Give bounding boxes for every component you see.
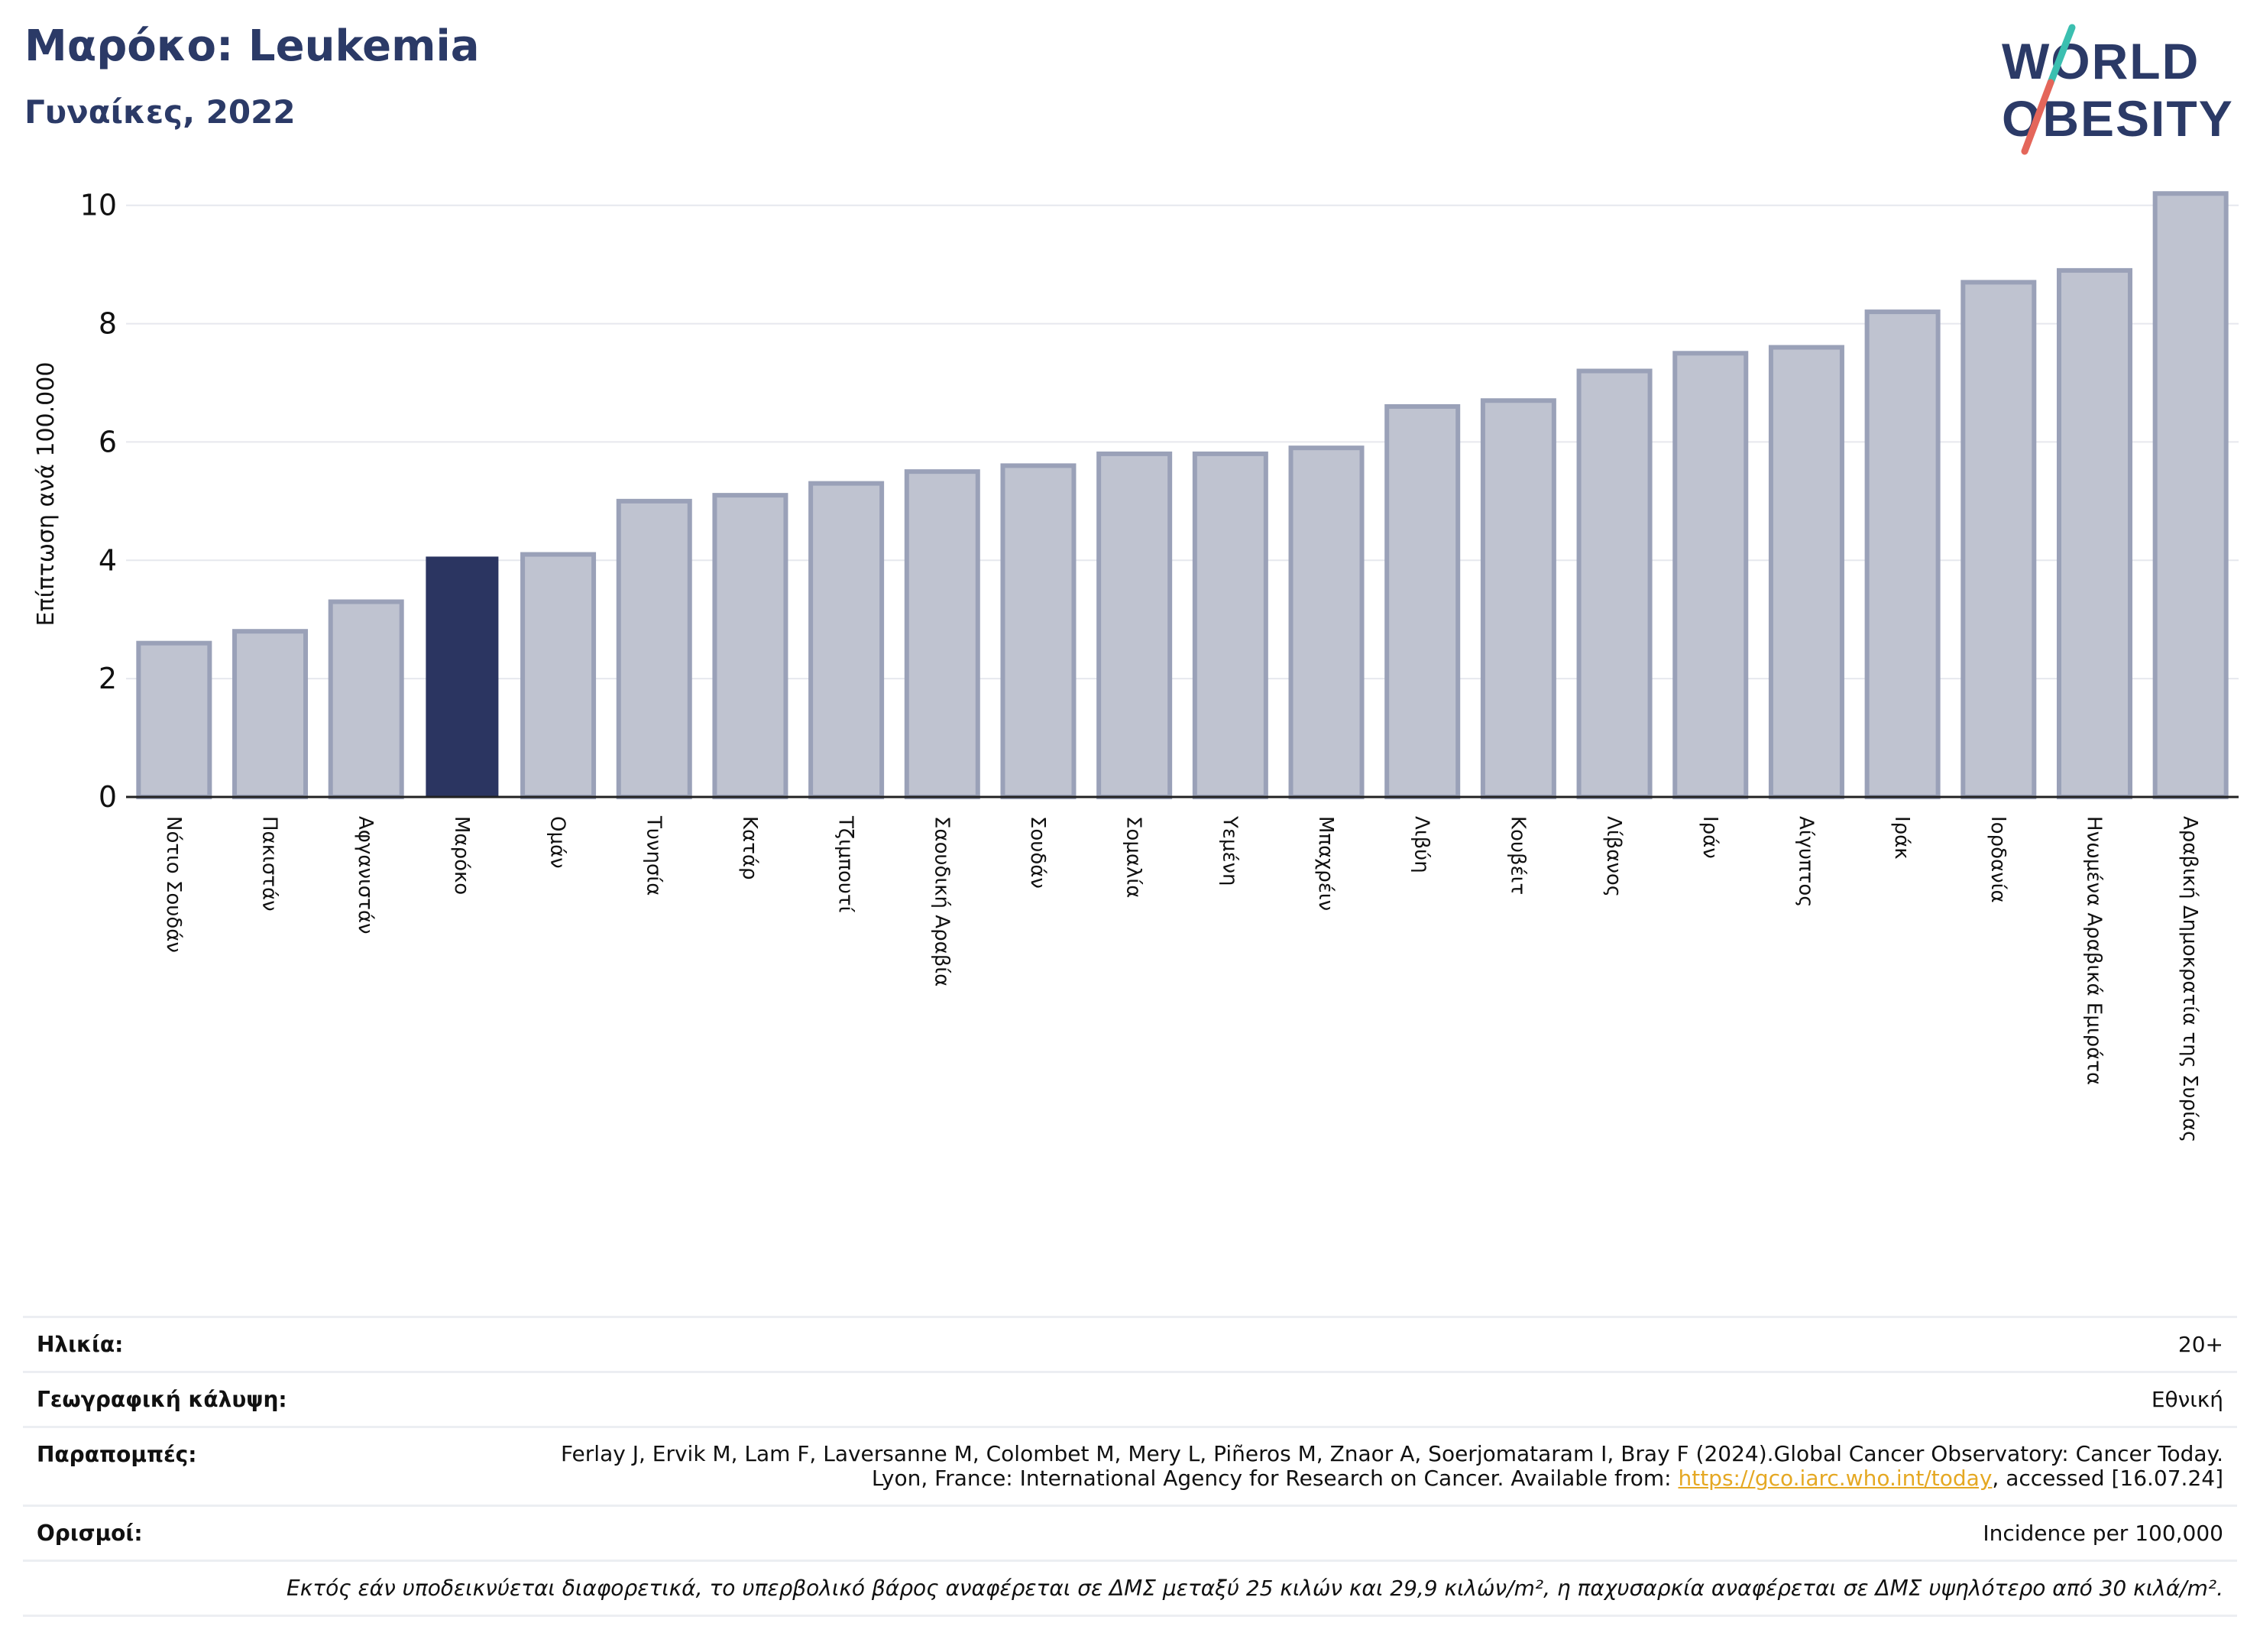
x-tick-label: Ιράκ xyxy=(1890,816,1913,860)
x-tick-label: Ομάν xyxy=(546,816,569,869)
x-tick-label: Αφγανιστάν xyxy=(354,816,377,935)
x-tick-label: Τζιμπουτί xyxy=(834,815,857,913)
references-link[interactable]: https://gco.iarc.who.int/today xyxy=(1678,1466,1993,1492)
x-tick-label: Υεμένη xyxy=(1218,815,1241,886)
x-tick-label: Πακιστάν xyxy=(258,816,281,912)
x-tick-label: Λίβανος xyxy=(1602,816,1625,897)
bar-9 xyxy=(1000,463,1077,800)
age-label: Ηλικία: xyxy=(37,1332,124,1357)
bar-19 xyxy=(1961,280,2037,800)
coverage-label: Γεωγραφική κάλυψη: xyxy=(37,1387,287,1412)
x-tick-label: Νότιο Σουδάν xyxy=(162,816,185,953)
bar-0 xyxy=(136,640,212,800)
y-tick-label: 10 xyxy=(80,189,117,222)
age-value: 20+ xyxy=(2177,1332,2223,1357)
logo-slash-red xyxy=(2021,79,2054,155)
logo-slash-teal xyxy=(2047,24,2076,86)
bar-15 xyxy=(1576,368,1653,799)
definitions-row: Ορισμοί: Incidence per 100,000 xyxy=(23,1505,2237,1560)
references-label: Παραπομπές: xyxy=(37,1442,197,1467)
references-row: Παραπομπές: Ferlay J, Ervik M, Lam F, La… xyxy=(23,1426,2237,1505)
y-tick-label: 0 xyxy=(99,780,117,814)
x-tick-label: Κατάρ xyxy=(738,816,761,879)
x-tick-label: Κουβέιτ xyxy=(1506,816,1529,895)
footnote: Εκτός εάν υποδεικνύεται διαφορετικά, το … xyxy=(23,1560,2237,1618)
bar-1 xyxy=(232,629,309,800)
bar-7 xyxy=(808,481,885,800)
x-tick-label: Λιβύη xyxy=(1410,816,1433,873)
bar-2 xyxy=(328,599,404,799)
bar-chart: 0 2 4 6 8 10 Επίπτωση ανά 100.000 Νότιο Σουδάν Π… xyxy=(33,189,2239,1142)
bar-6 xyxy=(712,493,788,799)
bar-5 xyxy=(616,498,692,799)
metadata-table: Ηλικία: 20+ Γεωγραφική κάλυψη: Εθνική Πα… xyxy=(23,1316,2237,1618)
chart-title: Μαρόκο: Leukemia xyxy=(24,21,480,71)
bar-12 xyxy=(1288,445,1365,800)
bar-10 xyxy=(1096,451,1173,800)
definitions-label: Ορισμοί: xyxy=(37,1521,143,1547)
references-text: Ferlay J, Ervik M, Lam F, Laversanne M, … xyxy=(560,1441,2223,1492)
y-tick-label: 6 xyxy=(99,425,117,458)
bar-4 xyxy=(520,552,597,799)
x-tick-label: Αραβική Δημοκρατία της Συρίας xyxy=(2178,816,2201,1142)
bar-13 xyxy=(1384,403,1461,799)
x-tick-label: Ιορδανία xyxy=(1986,816,2009,903)
definitions-value: Incidence per 100,000 xyxy=(1983,1521,2223,1547)
bar-16 xyxy=(1672,351,1749,799)
bar-21 xyxy=(2152,191,2229,799)
age-row: Ηλικία: 20+ xyxy=(23,1316,2237,1371)
bar-17 xyxy=(1768,345,1844,799)
x-tick-label: Μπαχρέιν xyxy=(1314,816,1337,911)
world-obesity-logo: WORLD OBESITY xyxy=(2002,24,2232,155)
logo-line1: WORLD xyxy=(2002,33,2200,89)
references-value: Ferlay J, Ervik M, Lam F, Laversanne M, … xyxy=(542,1441,2223,1492)
bar-20 xyxy=(2056,267,2132,799)
y-tick-label: 2 xyxy=(99,662,117,695)
bar-11 xyxy=(1192,451,1268,800)
x-tick-label: Σουδάν xyxy=(1026,816,1049,889)
y-tick-label: 8 xyxy=(99,307,117,341)
coverage-value: Εθνική xyxy=(2151,1387,2223,1412)
x-tick-label: Σαουδική Αραβία xyxy=(930,816,953,986)
x-tick-label: Ιράν xyxy=(1698,816,1721,859)
bar-8 xyxy=(904,469,980,800)
bar-14 xyxy=(1480,398,1556,799)
coverage-row: Γεωγραφική κάλυψη: Εθνική xyxy=(23,1371,2237,1426)
y-tick-label: 4 xyxy=(99,543,117,577)
x-tick-label: Μαρόκο xyxy=(450,816,473,895)
x-tick-label: Ηνωμένα Αραβικά Εμιράτα xyxy=(2082,816,2105,1085)
bar-3 xyxy=(426,556,499,798)
bar-18 xyxy=(1864,309,1941,800)
chart-subtitle: Γυναίκες, 2022 xyxy=(24,93,296,131)
x-tick-label: Σομαλία xyxy=(1122,816,1145,898)
x-tick-label: Αίγυπτος xyxy=(1794,816,1817,908)
references-accessed: , accessed [16.07.24] xyxy=(1992,1466,2223,1492)
x-tick-label: Τυνησία xyxy=(642,815,665,896)
y-axis-label: Επίπτωση ανά 100.000 xyxy=(33,362,60,627)
